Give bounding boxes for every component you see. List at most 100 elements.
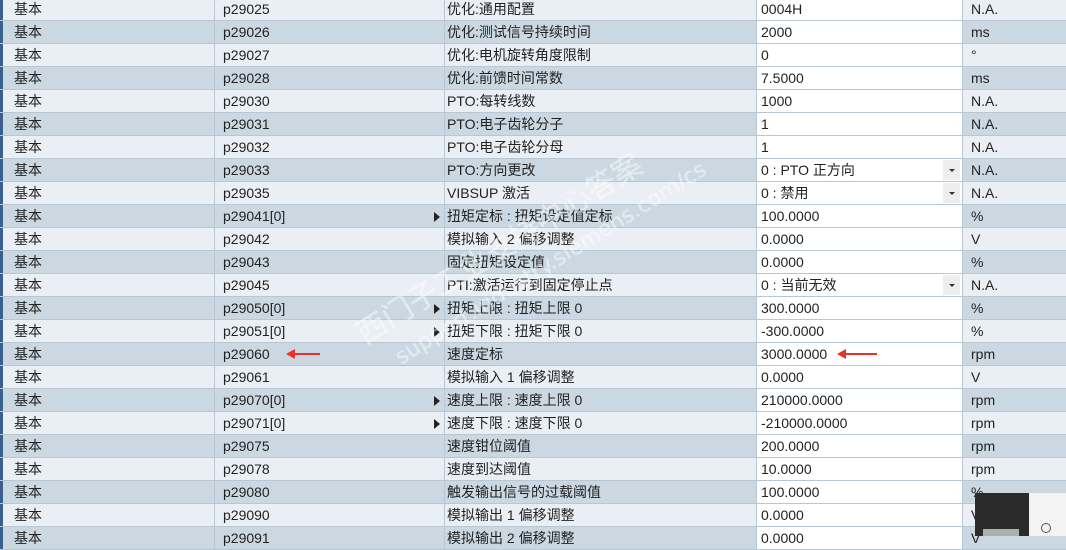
description-cell-text: VIBSUP 激活 xyxy=(447,185,530,201)
group-cell: 基本 xyxy=(0,527,215,549)
table-row[interactable]: 基本 p29070[0] 速度上限 : 速度上限 0 210000.0000 rpm xyxy=(0,389,1066,412)
table-row[interactable]: 基本 p29025 优化:通用配置 0004H N.A. xyxy=(0,0,1066,21)
value-input[interactable]: 0.0000 xyxy=(757,251,963,273)
group-cell: 基本 xyxy=(0,228,215,250)
table-row[interactable]: 基本 p29035 VIBSUP 激活 0 : 禁用 N.A. xyxy=(0,182,1066,205)
value-input[interactable]: 2000 xyxy=(757,21,963,43)
chevron-down-icon[interactable] xyxy=(943,275,960,295)
value-input[interactable]: 10.0000 xyxy=(757,458,963,480)
table-row[interactable]: 基本 p29060 速度定标 3000.0000 rpm xyxy=(0,343,1066,366)
value-input[interactable]: 100.0000 xyxy=(757,205,963,227)
value-input[interactable]: 200.0000 xyxy=(757,435,963,457)
unit-cell-text: N.A. xyxy=(971,139,999,155)
table-row[interactable]: 基本 p29042 模拟输入 2 偏移调整 0.0000 V xyxy=(0,228,1066,251)
parameter-cell: p29030 xyxy=(215,90,445,112)
parameter-cell: p29091 xyxy=(215,527,445,549)
value-input[interactable]: 1 xyxy=(757,136,963,158)
table-row[interactable]: 基本 p29043 固定扭矩设定值 0.0000% xyxy=(0,251,1066,274)
unit-cell-text: N.A. xyxy=(971,116,999,132)
description-cell-text: 优化:通用配置 xyxy=(447,1,535,17)
description-cell: 触发输出信号的过载阈值 xyxy=(445,481,757,503)
table-row[interactable]: 基本 p29071[0] 速度下限 : 速度下限 0 -210000.0000 rpm xyxy=(0,412,1066,435)
thumbnail-image[interactable] xyxy=(983,529,1019,536)
description-cell: 速度上限 : 速度上限 0 xyxy=(445,389,757,411)
value-dropdown[interactable]: 0 : 当前无效 xyxy=(757,274,963,296)
group-cell-text: 基本 xyxy=(14,231,42,247)
value-input[interactable]: 7.5000 xyxy=(757,67,963,89)
value-input[interactable]: 3000.0000 xyxy=(757,343,963,365)
table-row[interactable]: 基本 p29078 速度到达阈值 10.0000 rpm xyxy=(0,458,1066,481)
parameter-cell-text: p29051[0] xyxy=(223,323,286,339)
table-row[interactable]: 基本 p29041[0] 扭矩定标 : 扭矩设定值定标 100.0000% xyxy=(0,205,1066,228)
description-cell: 扭矩下限 : 扭矩下限 0 xyxy=(445,320,757,342)
table-row[interactable]: 基本 p29080 触发输出信号的过载阈值 100.0000% xyxy=(0,481,1066,504)
unit-cell: N.A. xyxy=(963,274,1066,296)
search-icon[interactable] xyxy=(1041,523,1051,533)
value-input[interactable]: -210000.0000 xyxy=(757,412,963,434)
parameter-cell: p29078 xyxy=(215,458,445,480)
description-cell: 优化:通用配置 xyxy=(445,0,757,20)
parameter-cell: p29043 xyxy=(215,251,445,273)
description-cell: PTO:电子齿轮分子 xyxy=(445,113,757,135)
chevron-down-icon[interactable] xyxy=(943,183,960,203)
table-row[interactable]: 基本 p29050[0] 扭矩上限 : 扭矩上限 0 300.0000% xyxy=(0,297,1066,320)
value-input-text: 0.0000 xyxy=(761,507,804,523)
value-input-text: 1000 xyxy=(761,93,793,109)
value-input[interactable]: 0004H xyxy=(757,0,963,20)
value-input[interactable]: 0.0000 xyxy=(757,527,963,549)
parameter-cell: p29070[0] xyxy=(215,389,445,411)
value-input[interactable]: 0 xyxy=(757,44,963,66)
parameter-cell-text: p29091 xyxy=(223,530,270,546)
value-input[interactable]: 300.0000 xyxy=(757,297,963,319)
group-cell-text: 基本 xyxy=(14,24,42,40)
table-row[interactable]: 基本 p29045 PTI:激活运行到固定停止点 0 : 当前无效 N.A. xyxy=(0,274,1066,297)
value-dropdown[interactable]: 0 : 禁用 xyxy=(757,182,963,204)
expand-triangle-icon[interactable] xyxy=(434,419,440,429)
unit-cell: rpm xyxy=(963,458,1066,480)
value-input[interactable]: 0.0000 xyxy=(757,366,963,388)
parameter-cell: p29090 xyxy=(215,504,445,526)
expand-triangle-icon[interactable] xyxy=(434,396,440,406)
value-input[interactable]: -300.0000 xyxy=(757,320,963,342)
expand-triangle-icon[interactable] xyxy=(434,327,440,337)
group-cell: 基本 xyxy=(0,182,215,204)
parameter-cell-text: p29090 xyxy=(223,507,270,523)
description-cell-text: 优化:前馈时间常数 xyxy=(447,70,563,86)
expand-triangle-icon[interactable] xyxy=(434,212,440,222)
unit-cell: rpm xyxy=(963,412,1066,434)
table-row[interactable]: 基本 p29051[0] 扭矩下限 : 扭矩下限 0 -300.0000% xyxy=(0,320,1066,343)
value-input[interactable]: 210000.0000 xyxy=(757,389,963,411)
value-input-text: 2000 xyxy=(761,24,793,40)
table-row[interactable]: 基本 p29028 优化:前馈时间常数 7.5000 ms xyxy=(0,67,1066,90)
parameter-cell: p29061 xyxy=(215,366,445,388)
table-row[interactable]: 基本 p29030 PTO:每转线数 1000 N.A. xyxy=(0,90,1066,113)
table-row[interactable]: 基本 p29091 模拟输出 2 偏移调整 0.0000 V xyxy=(0,527,1066,550)
unit-cell-text: % xyxy=(971,254,984,270)
expand-triangle-icon[interactable] xyxy=(434,304,440,314)
parameter-cell: p29080 xyxy=(215,481,445,503)
table-row[interactable]: 基本 p29027 优化:电机旋转角度限制 0 ° xyxy=(0,44,1066,67)
group-cell: 基本 xyxy=(0,343,215,365)
value-input[interactable]: 100.0000 xyxy=(757,481,963,503)
value-input[interactable]: 0.0000 xyxy=(757,228,963,250)
unit-cell-text: N.A. xyxy=(971,93,999,109)
chevron-down-icon[interactable] xyxy=(943,160,960,180)
value-input[interactable]: 0.0000 xyxy=(757,504,963,526)
table-row[interactable]: 基本 p29061 模拟输入 1 偏移调整 0.0000 V xyxy=(0,366,1066,389)
unit-cell: rpm xyxy=(963,435,1066,457)
table-row[interactable]: 基本 p29033 PTO:方向更改 0 : PTO 正方向 N.A. xyxy=(0,159,1066,182)
value-dropdown[interactable]: 0 : PTO 正方向 xyxy=(757,159,963,181)
table-row[interactable]: 基本 p29031 PTO:电子齿轮分子 1 N.A. xyxy=(0,113,1066,136)
table-row[interactable]: 基本 p29075 速度钳位阈值 200.0000 rpm xyxy=(0,435,1066,458)
value-input[interactable]: 1000 xyxy=(757,90,963,112)
value-input-text: 10.0000 xyxy=(761,461,812,477)
parameter-cell: p29045 xyxy=(215,274,445,296)
description-cell-text: PTO:每转线数 xyxy=(447,93,536,109)
value-input[interactable]: 1 xyxy=(757,113,963,135)
red-arrow-left-icon xyxy=(286,349,320,359)
table-row[interactable]: 基本 p29026 优化:测试信号持续时间 2000 ms xyxy=(0,21,1066,44)
description-cell-text: 模拟输出 2 偏移调整 xyxy=(447,530,575,546)
group-cell: 基本 xyxy=(0,90,215,112)
table-row[interactable]: 基本 p29032 PTO:电子齿轮分母 1 N.A. xyxy=(0,136,1066,159)
